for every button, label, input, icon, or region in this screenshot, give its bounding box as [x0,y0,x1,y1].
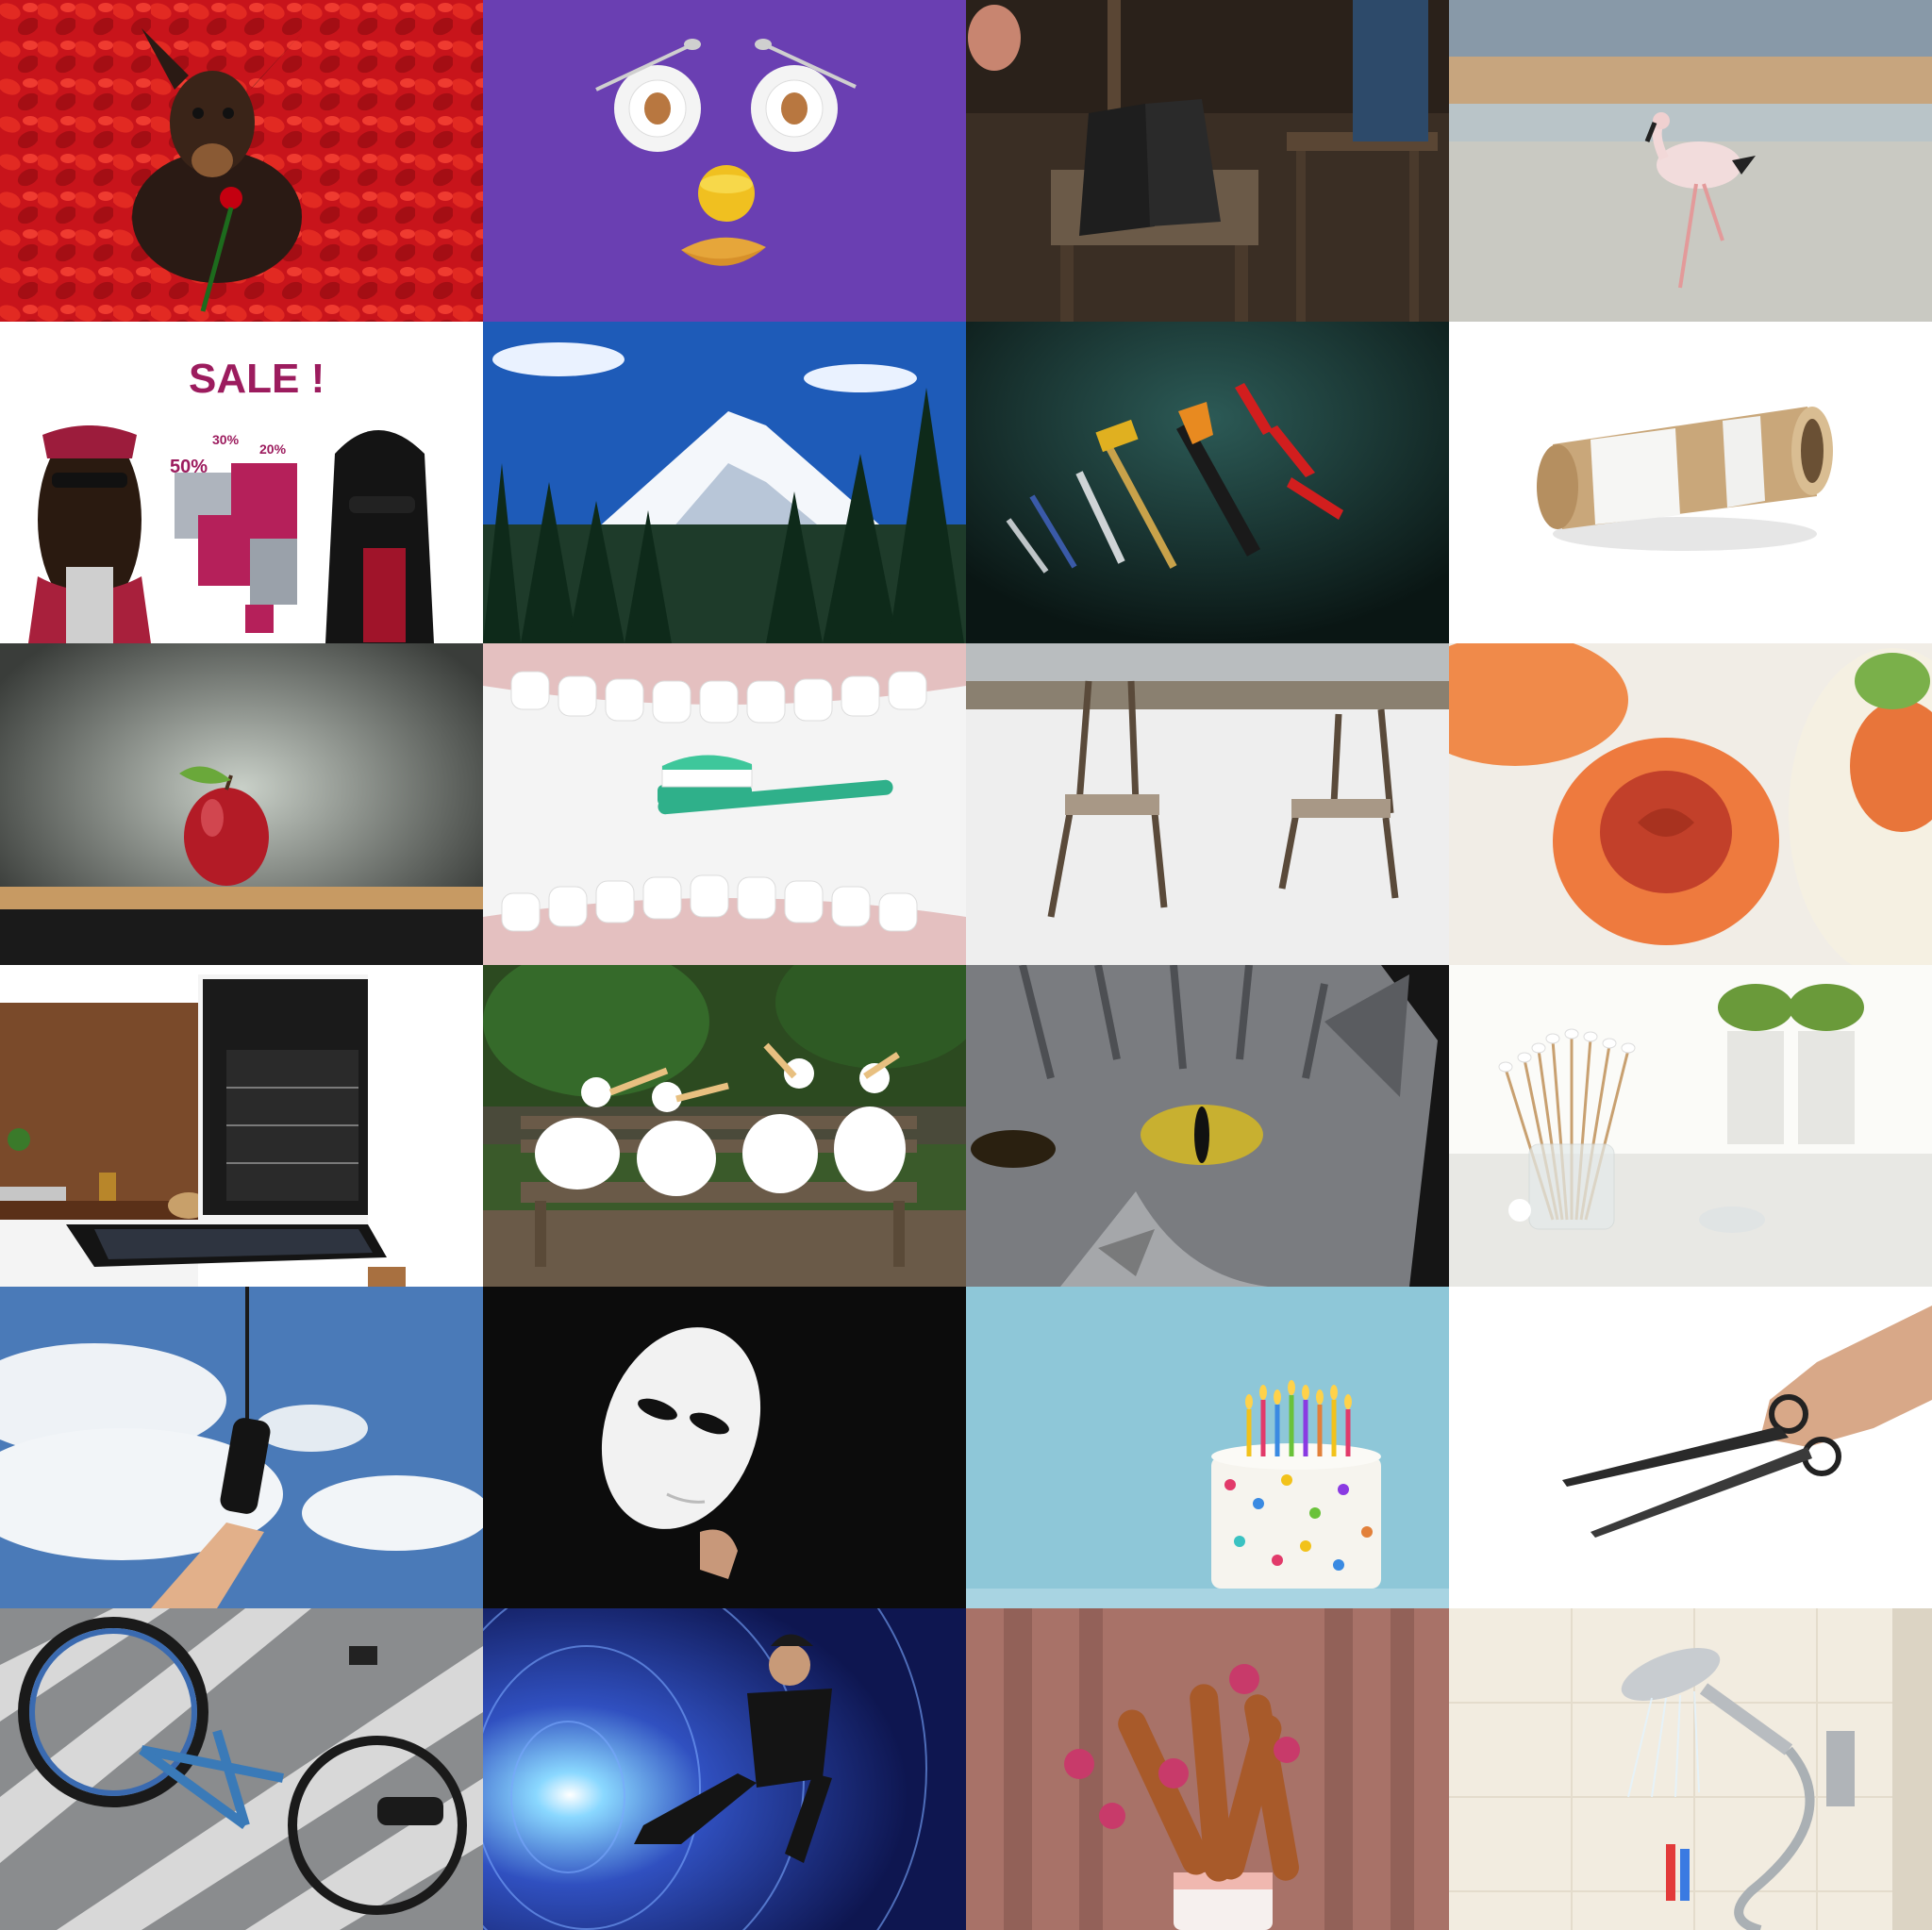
tile-hand-scissors [1449,1287,1932,1608]
tile-bicycle-crosswalk [0,1608,483,1930]
tools-image [966,322,1449,643]
tile-flamingo [1449,0,1932,322]
tile-chairs-snow [966,643,1449,965]
white-mask-image [483,1287,966,1608]
salmon-sushi-image [1449,643,1932,965]
sausages-roses-image [966,1608,1449,1930]
chairs-snow-image [966,643,1449,965]
tile-birthday-cake [966,1287,1449,1608]
tile-dogs-sale: SALE ! 50% 30% 20% [0,322,483,643]
discount-20-text: 20% [259,441,287,457]
phone-sky-image [0,1287,483,1608]
bicycle-crosswalk-image [0,1608,483,1930]
tile-dachshund-roses [0,0,483,322]
tile-digital-tunnel [483,1608,966,1930]
dogs-sale-image: SALE ! 50% 30% 20% [0,322,483,643]
flamingo-image [1449,0,1932,322]
tile-cat-closeup [966,965,1449,1287]
birthday-cake-image [966,1287,1449,1608]
tile-toilet-roll [1449,322,1932,643]
toothbrush-image [483,643,966,965]
boots-on-chair-image [966,0,1449,322]
tile-oven-kitchen [0,965,483,1287]
tile-phone-sky [0,1287,483,1608]
tile-apple-shelf [0,643,483,965]
discount-30-text: 30% [212,432,240,447]
cat-closeup-image [966,965,1449,1287]
tile-shower-head [1449,1608,1932,1930]
tile-tools [966,322,1449,643]
tile-snowy-mountain [483,322,966,643]
tile-toothbrush [483,643,966,965]
tile-pelicans-bench [483,965,966,1287]
toilet-roll-image [1449,322,1932,643]
discount-50-text: 50% [170,457,208,477]
snowy-mountain-image [483,322,966,643]
tile-boots-on-chair [966,0,1449,322]
digital-tunnel-image [483,1608,966,1930]
sale-text: SALE ! [189,356,325,402]
cotton-swabs-image [1449,965,1932,1287]
tile-cotton-swabs [1449,965,1932,1287]
apple-shelf-image [0,643,483,965]
tile-breakfast-face [483,0,966,322]
breakfast-face-image [483,0,966,322]
dachshund-roses-image [0,0,483,322]
tile-sausages-roses [966,1608,1449,1930]
pelicans-bench-image [483,965,966,1287]
tile-white-mask [483,1287,966,1608]
tile-salmon-sushi [1449,643,1932,965]
oven-kitchen-image [0,965,483,1287]
shower-head-image [1449,1608,1932,1930]
hand-scissors-image [1449,1287,1932,1608]
